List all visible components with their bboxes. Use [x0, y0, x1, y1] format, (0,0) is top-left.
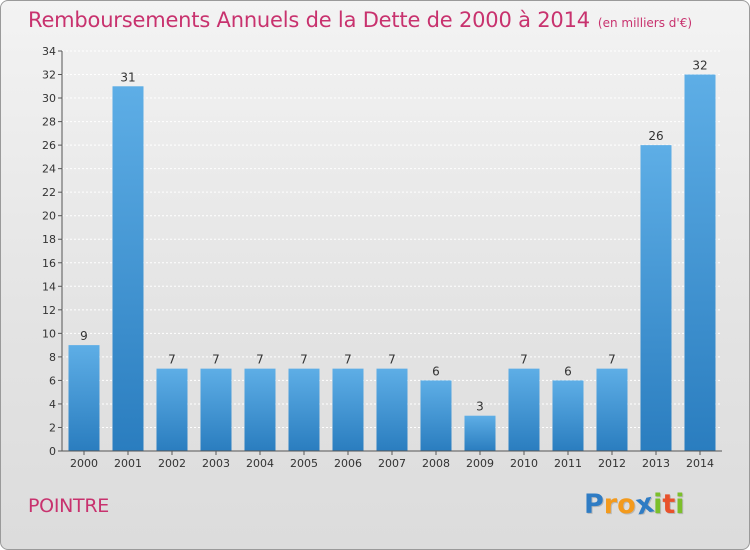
data-label: 26	[648, 129, 663, 143]
y-tick-label: 16	[42, 257, 56, 270]
data-label: 31	[120, 70, 135, 84]
data-label: 6	[564, 364, 572, 378]
data-label: 3	[476, 400, 484, 414]
y-tick-label: 0	[49, 445, 56, 458]
y-tick-label: 26	[42, 139, 56, 152]
data-label: 7	[388, 353, 396, 367]
logo-letter: P	[584, 489, 604, 520]
y-tick-label: 34	[42, 45, 56, 58]
bar-2014	[684, 74, 716, 451]
bar-2012	[596, 368, 628, 451]
logo-letter: i	[675, 489, 685, 520]
x-tick-label: 2008	[422, 457, 450, 470]
data-label: 32	[692, 59, 707, 73]
bar-2007	[376, 368, 408, 451]
y-tick-label: 2	[49, 421, 56, 434]
bar-2001	[112, 86, 144, 451]
chart-title: Remboursements Annuels de la Dette de 20…	[28, 8, 692, 32]
bar-2009	[464, 415, 496, 451]
y-tick-label: 4	[49, 398, 56, 411]
data-label: 7	[256, 353, 264, 367]
y-tick-label: 12	[42, 304, 56, 317]
x-tick-label: 2002	[158, 457, 186, 470]
bar-2013	[640, 145, 672, 451]
x-tick-label: 2011	[554, 457, 582, 470]
bar-2003	[200, 368, 232, 451]
y-tick-label: 10	[42, 327, 56, 340]
x-tick-label: 2001	[114, 457, 142, 470]
y-tick-label: 30	[42, 92, 56, 105]
bars	[68, 74, 716, 451]
x-tick-label: 2006	[334, 457, 362, 470]
bar-2010	[508, 368, 540, 451]
logo-letter: i	[653, 489, 663, 520]
x-tick-label: 2003	[202, 457, 230, 470]
x-tick-label: 2007	[378, 457, 406, 470]
data-label: 9	[80, 329, 88, 343]
y-tick-label: 18	[42, 233, 56, 246]
x-tick-label: 2012	[598, 457, 626, 470]
x-tick-label: 2014	[686, 457, 714, 470]
x-tick-label: 2009	[466, 457, 494, 470]
x-tick-label: 2000	[70, 457, 98, 470]
x-tick-label: 2013	[642, 457, 670, 470]
y-tick-label: 28	[42, 116, 56, 129]
y-tick-label: 6	[49, 374, 56, 387]
data-label: 7	[608, 353, 616, 367]
y-tick-label: 24	[42, 163, 56, 176]
bar-2006	[332, 368, 364, 451]
y-tick-label: 20	[42, 210, 56, 223]
bar-2005	[288, 368, 320, 451]
value-labels: 9 31 7 7 7 7 7 7 6 3 7 6 7 26 32	[80, 59, 707, 414]
y-tick-label: 22	[42, 186, 56, 199]
data-label: 7	[300, 353, 308, 367]
data-label: 6	[432, 364, 440, 378]
logo-letter: o	[617, 489, 636, 520]
data-label: 7	[520, 353, 528, 367]
chart-title-text: Remboursements Annuels de la Dette de 20…	[28, 8, 590, 32]
bar-2002	[156, 368, 188, 451]
logo-letter: t	[662, 489, 676, 520]
bar-2000	[68, 345, 100, 451]
data-label: 7	[344, 353, 352, 367]
bar-2008	[420, 380, 452, 451]
y-tick-label: 14	[42, 280, 56, 293]
y-tick-label: 32	[42, 69, 56, 82]
x-tick-label: 2004	[246, 457, 274, 470]
x-tick-label: 2010	[510, 457, 538, 470]
y-tick-label: 8	[49, 351, 56, 364]
data-label: 7	[212, 353, 220, 367]
commune-name: POINTRE	[28, 495, 109, 517]
bar-2004	[244, 368, 276, 451]
chart-unit: (en milliers d'€)	[597, 16, 693, 30]
logo-letter: r	[603, 489, 618, 520]
data-label: 7	[168, 353, 176, 367]
x-tick-label: 2005	[290, 457, 318, 470]
proxiti-logo: Proxiti	[584, 488, 685, 522]
bar-2011	[552, 380, 584, 451]
